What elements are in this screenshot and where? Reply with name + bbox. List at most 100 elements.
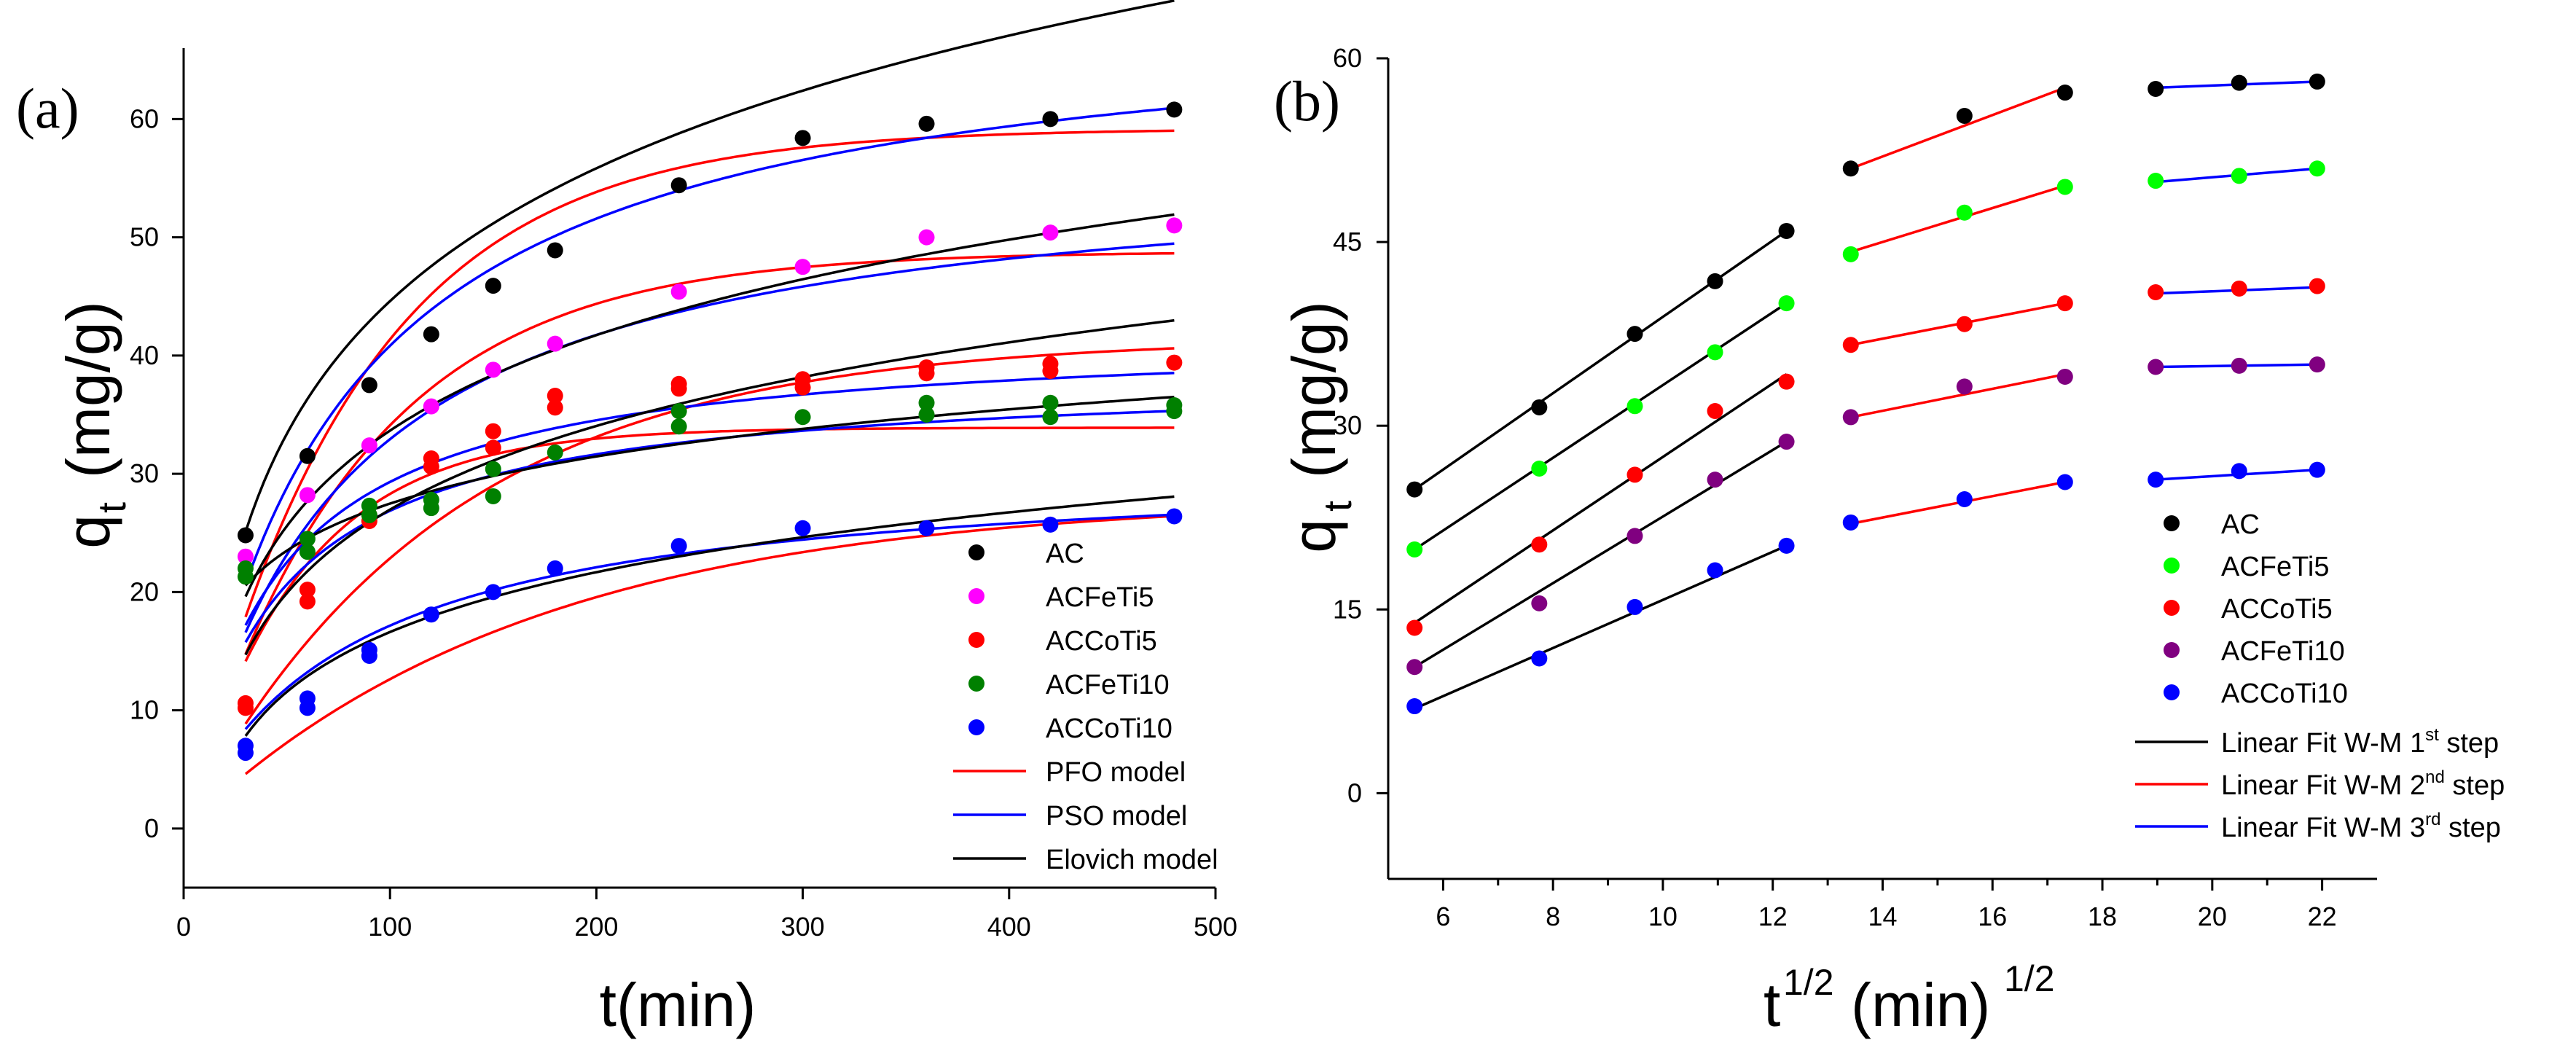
point-a-accoti5: [794, 371, 811, 388]
legend-wm1-name: Linear Fit W-M 1: [2221, 728, 2425, 759]
point-a-accoti10: [1042, 516, 1059, 533]
point-a-accoti10: [794, 520, 811, 536]
point-b-ac: [1956, 107, 1973, 124]
point-a-accoti5: [237, 695, 254, 711]
point-b-acfeti10: [2056, 368, 2073, 385]
y-tick-label-a: 10: [130, 695, 159, 725]
elovich-model-curve-accoti10: [244, 495, 1175, 737]
point-a-acfeti5: [1042, 224, 1059, 241]
point-b-accoti5: [2231, 280, 2247, 297]
point-a-accoti10: [237, 738, 254, 754]
legend-marker-ac-b: [2164, 515, 2180, 531]
point-b-accoti5: [1626, 466, 1643, 483]
legend-wm2-sup: nd: [2425, 767, 2445, 787]
x-tick-label-b: 10: [1648, 901, 1677, 931]
legend-label-acfeti10: ACFeTi10: [1046, 670, 1170, 700]
point-a-accoti5: [1166, 354, 1183, 371]
legend-label-pso: PSO model: [1046, 801, 1187, 832]
fit-line-step1-acfeti5: [1414, 302, 1788, 551]
point-b-acfeti10: [1707, 472, 1723, 488]
point-b-accoti10: [1956, 491, 1973, 508]
x-tick-label-b: 14: [1868, 901, 1897, 931]
pfo-model-curve-acfeti10: [244, 426, 1175, 662]
point-b-ac: [2148, 81, 2164, 98]
y-tick-label-b: 15: [1333, 594, 1362, 624]
point-a-accoti5: [670, 375, 687, 392]
point-a-acfeti10: [485, 488, 501, 504]
point-b-acfeti10: [1531, 595, 1548, 611]
point-b-acfeti5: [1778, 295, 1795, 312]
x-ticks-a: 0 100 200 300 400 500: [176, 888, 1237, 942]
y-tick-label-a: 0: [144, 813, 159, 843]
point-a-acfeti10: [918, 406, 935, 423]
point-b-ac: [1626, 326, 1643, 343]
y-tick-label-b: 30: [1333, 410, 1362, 440]
y-tick-label-b: 45: [1333, 227, 1362, 257]
fit-line-step1-accoti10: [1414, 544, 1788, 711]
point-a-accoti5: [547, 399, 563, 416]
y-tick-label-b: 0: [1347, 778, 1362, 807]
legend-label-accoti10-b: ACCoTi10: [2221, 678, 2348, 709]
point-a-acfeti10: [794, 409, 811, 426]
point-a-ac: [237, 527, 254, 544]
point-a-acfeti10: [423, 491, 439, 508]
point-a-acfeti5: [237, 548, 254, 565]
point-b-acfeti5: [2148, 173, 2164, 189]
legend-b: AC ACFeTi5 ACCoTi5 ACFeTi10 ACCoTi10 Lin…: [2135, 509, 2505, 843]
point-a-acfeti10: [299, 531, 316, 547]
pso-model-curve-ac: [244, 106, 1175, 584]
point-a-acfeti5: [918, 229, 935, 246]
point-b-acfeti5: [2056, 179, 2073, 195]
point-b-acfeti10: [1842, 409, 1859, 426]
point-a-acfeti5: [361, 437, 377, 454]
x-tick-label-b: 8: [1546, 901, 1560, 931]
point-a-acfeti10: [547, 444, 563, 461]
y-label-unit-b: (mg/g): [1280, 301, 1348, 478]
legend-label-pfo: PFO model: [1046, 757, 1186, 788]
point-a-ac: [423, 326, 439, 343]
x-tick-label-a: 400: [987, 912, 1031, 942]
point-b-acfeti5: [1842, 246, 1859, 262]
x-ticks-b: 6 8 10 12 14 16 18 20 22: [1436, 879, 2337, 931]
legend-wm2-name: Linear Fit W-M 2: [2221, 770, 2425, 801]
legend-wm2-tail: step: [2445, 770, 2505, 801]
point-b-acfeti10: [1778, 434, 1795, 450]
point-a-accoti5: [299, 593, 316, 610]
pfo-model-curve-acfeti5: [244, 251, 1175, 655]
point-b-accoti10: [1626, 598, 1643, 615]
x-tick-label-a: 300: [781, 912, 825, 942]
point-a-accoti10: [485, 584, 501, 601]
y-label-q-b: q: [1280, 519, 1348, 553]
x-tick-label-a: 100: [368, 912, 412, 942]
panel-a-label: (a): [16, 77, 79, 140]
point-b-accoti5: [1956, 316, 1973, 332]
point-b-acfeti10: [1406, 659, 1423, 676]
point-a-accoti10: [1166, 508, 1183, 525]
point-b-accoti10: [1531, 650, 1548, 667]
legend-marker-acfeti5: [968, 588, 984, 604]
y-label-sub-b: t: [1316, 501, 1360, 512]
point-b-accoti10: [2148, 472, 2164, 488]
point-b-accoti10: [2231, 463, 2247, 480]
x-tick-label-b: 16: [1978, 901, 2007, 931]
point-a-acfeti5: [1166, 217, 1183, 234]
point-a-accoti5: [485, 423, 501, 439]
point-a-acfeti5: [547, 335, 563, 352]
legend-label-elovich: Elovich model: [1046, 845, 1218, 875]
y-tick-label-a: 50: [130, 222, 159, 252]
legend-label-acfeti5-b: ACFeTi5: [2221, 552, 2330, 582]
legend-marker-accoti5-b: [2164, 600, 2180, 616]
fit-line-step1-accoti5: [1414, 373, 1788, 625]
legend-label-wm3: Linear Fit W-M 3rd step: [2221, 810, 2501, 843]
point-b-accoti10: [1778, 537, 1795, 554]
fit-line-step2-acfeti10: [1850, 372, 2066, 419]
point-a-ac: [918, 115, 935, 132]
point-a-accoti5: [547, 388, 563, 404]
point-b-acfeti5: [2231, 168, 2247, 184]
y-ticks-b: 0 15 30 45 60: [1333, 43, 1388, 807]
legend-wm1-sup: st: [2425, 725, 2439, 745]
point-b-ac: [2309, 73, 2325, 90]
point-a-ac: [670, 177, 687, 194]
pfo-model-curve-accoti5: [244, 347, 1175, 725]
